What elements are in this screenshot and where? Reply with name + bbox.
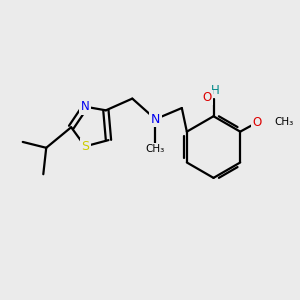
Text: N: N — [151, 113, 160, 126]
Text: O: O — [252, 116, 262, 129]
Text: CH₃: CH₃ — [146, 144, 165, 154]
Text: O: O — [202, 91, 212, 104]
Text: CH₃: CH₃ — [274, 117, 293, 127]
Text: S: S — [81, 140, 89, 153]
Text: N: N — [81, 100, 89, 113]
Text: H: H — [211, 84, 219, 97]
